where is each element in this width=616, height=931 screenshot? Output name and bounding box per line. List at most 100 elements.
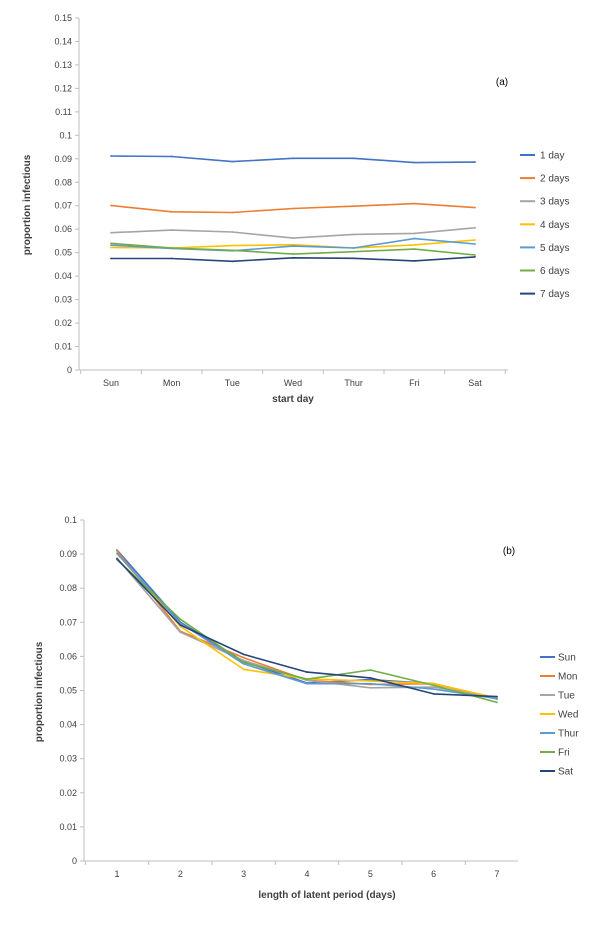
data-point-mon-3 (242, 656, 245, 659)
data-point-thur-6 (432, 688, 435, 691)
legend-label-1-day: 1 day (540, 151, 564, 162)
data-point-6-days-4 (292, 253, 294, 255)
data-point-7-days-7 (474, 255, 476, 258)
y-tick-label: 0.06 (59, 651, 77, 661)
panel-label: (a) (496, 77, 508, 88)
data-point-7-days-1 (110, 257, 112, 260)
y-tick-label: 0.02 (54, 318, 72, 328)
series-3-days (110, 226, 476, 240)
y-tick-label: 0.1 (64, 515, 77, 525)
y-tick-label: 0.11 (55, 107, 72, 117)
data-point-5-days-4 (292, 245, 294, 247)
data-point-4-days-4 (292, 243, 294, 246)
data-point-2-days-7 (474, 206, 476, 209)
y-tick-label: 0.09 (59, 549, 77, 559)
data-point-5-days-7 (474, 243, 476, 245)
data-point-fri-6 (432, 684, 435, 687)
data-point-1-day-4 (292, 157, 294, 160)
x-tick-label: 3 (241, 869, 246, 879)
data-point-1-day-2 (170, 155, 173, 158)
series-7-days (110, 255, 476, 263)
x-tick-label: Thur (344, 378, 363, 388)
data-point-3-days-6 (413, 232, 416, 235)
y-tick-label: 0.03 (59, 754, 77, 764)
y-tick-label: 0.01 (59, 822, 77, 832)
data-point-sat-2 (179, 624, 182, 626)
data-point-wed-5 (369, 680, 372, 682)
data-point-3-days-3 (231, 231, 234, 233)
legend-label-wed: Wed (558, 710, 578, 721)
legend-label-tue: Tue (558, 691, 575, 702)
legend-label-6-days: 6 days (540, 266, 569, 277)
data-point-3-days-4 (292, 237, 294, 240)
data-point-7-days-6 (413, 259, 416, 262)
data-point-1-day-3 (231, 160, 234, 163)
x-tick-label: 6 (431, 869, 436, 879)
chart-panel-b: 0 0.01 0.02 0.03 0.04 0.05 0.06 0.07 0.08 0.09 0.1… (34, 515, 579, 901)
x-tick-label: 5 (368, 869, 373, 879)
y-tick-label: 0.05 (54, 248, 72, 258)
data-point-fri-5 (369, 669, 372, 671)
data-point-6-days-6 (413, 248, 416, 251)
data-point-7-days-3 (231, 260, 234, 263)
x-tick-label: Sat (468, 378, 482, 388)
legend-label-mon: Mon (558, 672, 577, 683)
data-point-4-days-6 (413, 244, 416, 246)
data-point-5-days-6 (413, 237, 416, 240)
y-tick-label: 0.08 (59, 583, 77, 593)
data-point-1-day-6 (413, 161, 416, 164)
data-point-3-days-1 (110, 231, 112, 234)
data-point-5-days-1 (110, 244, 112, 247)
data-point-4-days-7 (474, 239, 476, 241)
data-point-tue-2 (179, 631, 182, 634)
data-point-1-day-5 (352, 157, 355, 160)
data-point-fri-7 (496, 701, 498, 704)
y-tick-label: 0.07 (59, 617, 77, 627)
data-point-tue-3 (242, 659, 245, 662)
y-axis-title: proportion infectious (34, 641, 45, 742)
legend-label-sat: Sat (558, 767, 573, 778)
y-tick-label: 0.01 (54, 342, 72, 352)
y-tick-label: 0.14 (54, 36, 72, 46)
data-point-wed-6 (432, 682, 435, 685)
data-point-2-days-4 (292, 207, 294, 210)
data-point-2-days-5 (352, 205, 355, 208)
data-point-sat-5 (369, 676, 372, 679)
y-tick-label: 0.07 (54, 201, 72, 211)
data-point-wed-3 (242, 668, 245, 671)
legend-label-5-days: 5 days (540, 243, 569, 254)
y-tick-label: 0.06 (54, 224, 72, 234)
data-point-1-day-1 (110, 155, 112, 157)
data-point-2-days-3 (231, 211, 234, 214)
data-point-thur-4 (306, 682, 308, 685)
x-tick-label: 7 (494, 869, 499, 879)
data-point-2-days-1 (110, 204, 112, 207)
legend-label-7-days: 7 days (540, 289, 569, 300)
data-point-3-days-5 (352, 233, 355, 236)
legend-label-3-days: 3 days (540, 197, 569, 208)
x-tick-label: Fri (409, 378, 420, 388)
y-tick-label: 0 (67, 365, 72, 375)
series-sat (116, 557, 498, 698)
data-point-4-days-1 (110, 246, 112, 249)
x-axis-title: length of latent period (days) (258, 890, 395, 901)
y-tick-label: 0.12 (54, 83, 72, 93)
data-point-2-days-6 (413, 202, 416, 205)
y-tick-label: 0.13 (54, 60, 72, 70)
series-1-day (110, 155, 476, 164)
data-point-sat-4 (306, 671, 308, 673)
data-point-6-days-1 (110, 242, 112, 245)
data-point-6-days-3 (231, 249, 234, 252)
panel-label: (b) (503, 546, 515, 557)
y-tick-label: 0.09 (54, 154, 72, 164)
data-point-7-days-4 (292, 256, 294, 259)
data-point-fri-2 (179, 618, 182, 621)
data-point-mon-1 (116, 549, 118, 552)
data-point-sat-7 (496, 695, 498, 698)
data-point-6-days-7 (474, 254, 476, 256)
data-point-thur-1 (116, 552, 118, 555)
x-tick-label: 1 (114, 869, 119, 879)
data-point-6-days-2 (170, 247, 173, 249)
data-point-thur-3 (242, 663, 245, 665)
data-point-3-days-7 (474, 226, 476, 229)
